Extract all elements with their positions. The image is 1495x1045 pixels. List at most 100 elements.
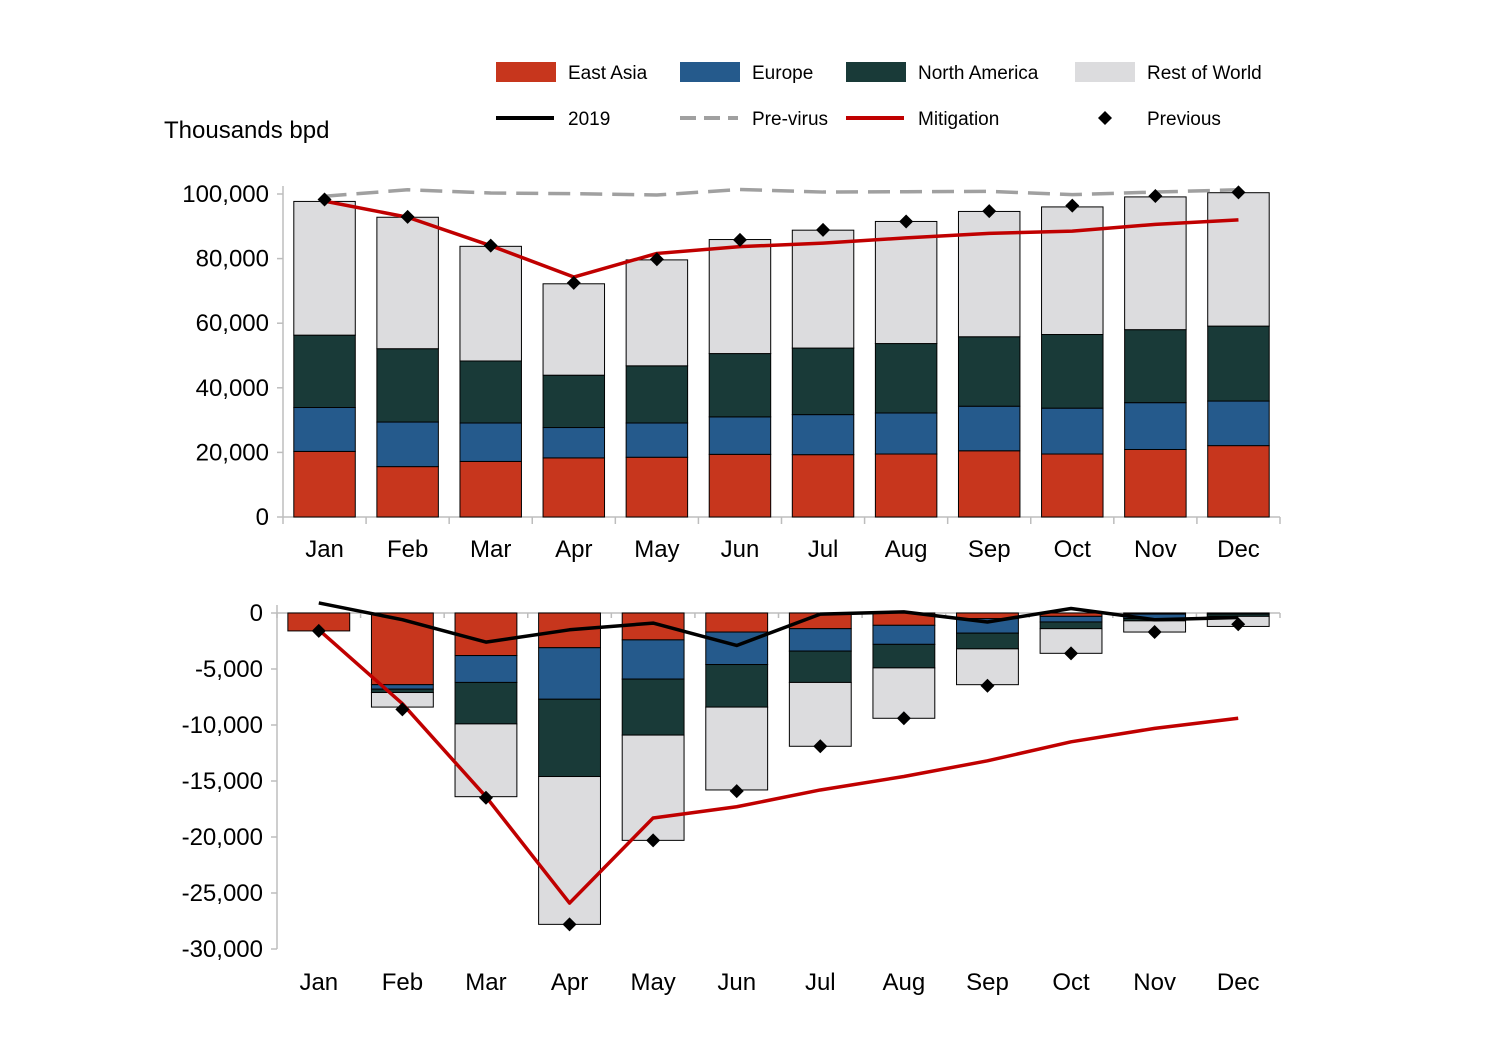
- bar-europe-mar: [454, 655, 518, 683]
- marker-previous-jul: [813, 739, 828, 754]
- marker-previous-aug: [899, 214, 914, 229]
- marker-previous-jun: [729, 784, 744, 799]
- bar-europe-jun: [708, 416, 772, 455]
- y-tick-label: 20,000: [196, 439, 269, 466]
- bar-rest-of-world-mar: [454, 723, 518, 798]
- y-tick-label: 0: [256, 504, 269, 531]
- bar-north-america-sep: [956, 632, 1019, 650]
- bar-rest-of-world-may: [621, 734, 685, 841]
- bar-europe-nov: [1124, 402, 1187, 450]
- line-2019: [318, 601, 1239, 648]
- y-tick-label: 80,000: [196, 246, 269, 273]
- marker-previous-dec: [1231, 185, 1246, 200]
- x-tick-label-jun: Jun: [721, 536, 760, 563]
- line-pre-virus: [324, 187, 1239, 199]
- marker-previous-mar: [478, 790, 493, 805]
- legend-label: Pre-virus: [752, 109, 828, 130]
- marker-previous-apr: [562, 917, 577, 932]
- legend-label: Rest of World: [1147, 63, 1262, 84]
- bar-rest-of-world-jun: [708, 239, 772, 355]
- legend-label: 2019: [568, 109, 610, 130]
- x-tick-label-jul: Jul: [805, 969, 836, 996]
- x-tick-label-dec: Dec: [1217, 536, 1260, 563]
- x-tick-label-mar: Mar: [465, 969, 506, 996]
- x-tick-label-jan: Jan: [305, 536, 344, 563]
- bar-europe-apr: [538, 647, 601, 700]
- bar-east-asia-jun: [705, 612, 769, 633]
- line-mitigation: [324, 199, 1239, 279]
- x-tick-label-oct: Oct: [1054, 536, 1092, 563]
- bar-europe-may: [625, 422, 689, 458]
- x-tick-label-apr: Apr: [555, 536, 592, 563]
- bar-europe-oct: [1039, 615, 1103, 623]
- bar-east-asia-nov: [1124, 448, 1187, 518]
- x-tick-label-may: May: [634, 536, 679, 563]
- legend-label: Europe: [752, 63, 813, 84]
- x-tick-label-apr: Apr: [551, 969, 588, 996]
- bar-rest-of-world-apr: [542, 283, 606, 376]
- legend: East Asia Europe North America Rest of Worl…: [496, 62, 1262, 130]
- x-tick-label-oct: Oct: [1052, 969, 1090, 996]
- bar-europe-jul: [788, 628, 852, 652]
- x-tick-label-sep: Sep: [968, 536, 1011, 563]
- bar-europe-feb: [376, 421, 439, 468]
- y-tick-label: 0: [250, 600, 263, 627]
- marker-previous-sep: [982, 204, 997, 219]
- legend-item-pre-virus: Pre-virus: [680, 109, 828, 130]
- bar-east-asia-apr: [542, 457, 606, 518]
- bar-east-asia-aug: [874, 453, 938, 518]
- bar-north-america-jan: [293, 334, 356, 409]
- bar-europe-oct: [1041, 407, 1104, 455]
- x-tick-label-nov: Nov: [1133, 969, 1176, 996]
- legend-swatch: [1098, 111, 1112, 125]
- marker-previous-apr: [566, 275, 581, 290]
- legend-label: East Asia: [568, 63, 648, 84]
- legend-swatch: [680, 62, 740, 82]
- marker-previous-nov: [1147, 625, 1162, 640]
- bar-rest-of-world-may: [625, 259, 689, 367]
- bar-east-asia-jul: [791, 454, 855, 518]
- bar-europe-aug: [874, 412, 938, 455]
- bar-north-america-aug: [872, 643, 936, 669]
- bar-rest-of-world-sep: [956, 648, 1019, 686]
- y-tick-label: -10,000: [182, 712, 263, 739]
- bar-north-america-dec: [1207, 325, 1270, 402]
- bar-north-america-oct: [1041, 334, 1104, 409]
- bar-rest-of-world-jun: [705, 706, 769, 791]
- x-tick-label-aug: Aug: [885, 536, 928, 563]
- legend-item-2019: 2019: [496, 109, 610, 130]
- bar-rest-of-world-nov: [1124, 196, 1187, 331]
- legend-item-mitigation: Mitigation: [846, 109, 999, 130]
- bar-east-asia-mar: [454, 612, 518, 657]
- bar-north-america-sep: [957, 336, 1021, 407]
- legend-swatch: [1075, 62, 1135, 82]
- bar-north-america-apr: [542, 374, 606, 429]
- x-tick-label-feb: Feb: [387, 536, 428, 563]
- marker-previous-feb: [395, 702, 410, 717]
- legend-swatch: [496, 62, 556, 82]
- marker-previous-jun: [732, 232, 747, 247]
- marker-previous-sep: [980, 678, 995, 693]
- y-tick-label: -20,000: [182, 824, 263, 851]
- bar-rest-of-world-feb: [376, 216, 439, 350]
- legend-item-rest-of-world: Rest of World: [1075, 62, 1262, 84]
- x-tick-label-jan: Jan: [299, 969, 338, 996]
- bar-east-asia-dec: [1207, 445, 1270, 518]
- legend-item-north-america: North America: [846, 62, 1039, 84]
- x-tick-label-dec: Dec: [1217, 969, 1260, 996]
- bar-rest-of-world-aug: [872, 667, 936, 719]
- bar-north-america-jun: [708, 353, 772, 418]
- bottom-panel-change: 0 -5,000 -10,000 -15,000 -20,000 -25,000 -30,0…: [182, 600, 1281, 996]
- marker-previous-oct: [1064, 646, 1079, 661]
- bar-north-america-mar: [454, 681, 518, 725]
- bar-rest-of-world-jul: [791, 229, 855, 349]
- marker-previous-may: [646, 833, 661, 848]
- y-tick-label: -25,000: [182, 880, 263, 907]
- x-tick-label-feb: Feb: [382, 969, 423, 996]
- bar-europe-sep: [957, 405, 1021, 452]
- bar-rest-of-world-sep: [957, 210, 1021, 338]
- bar-rest-of-world-mar: [459, 245, 522, 362]
- legend-item-previous: Previous: [1098, 109, 1221, 130]
- x-tick-label-jul: Jul: [808, 536, 839, 563]
